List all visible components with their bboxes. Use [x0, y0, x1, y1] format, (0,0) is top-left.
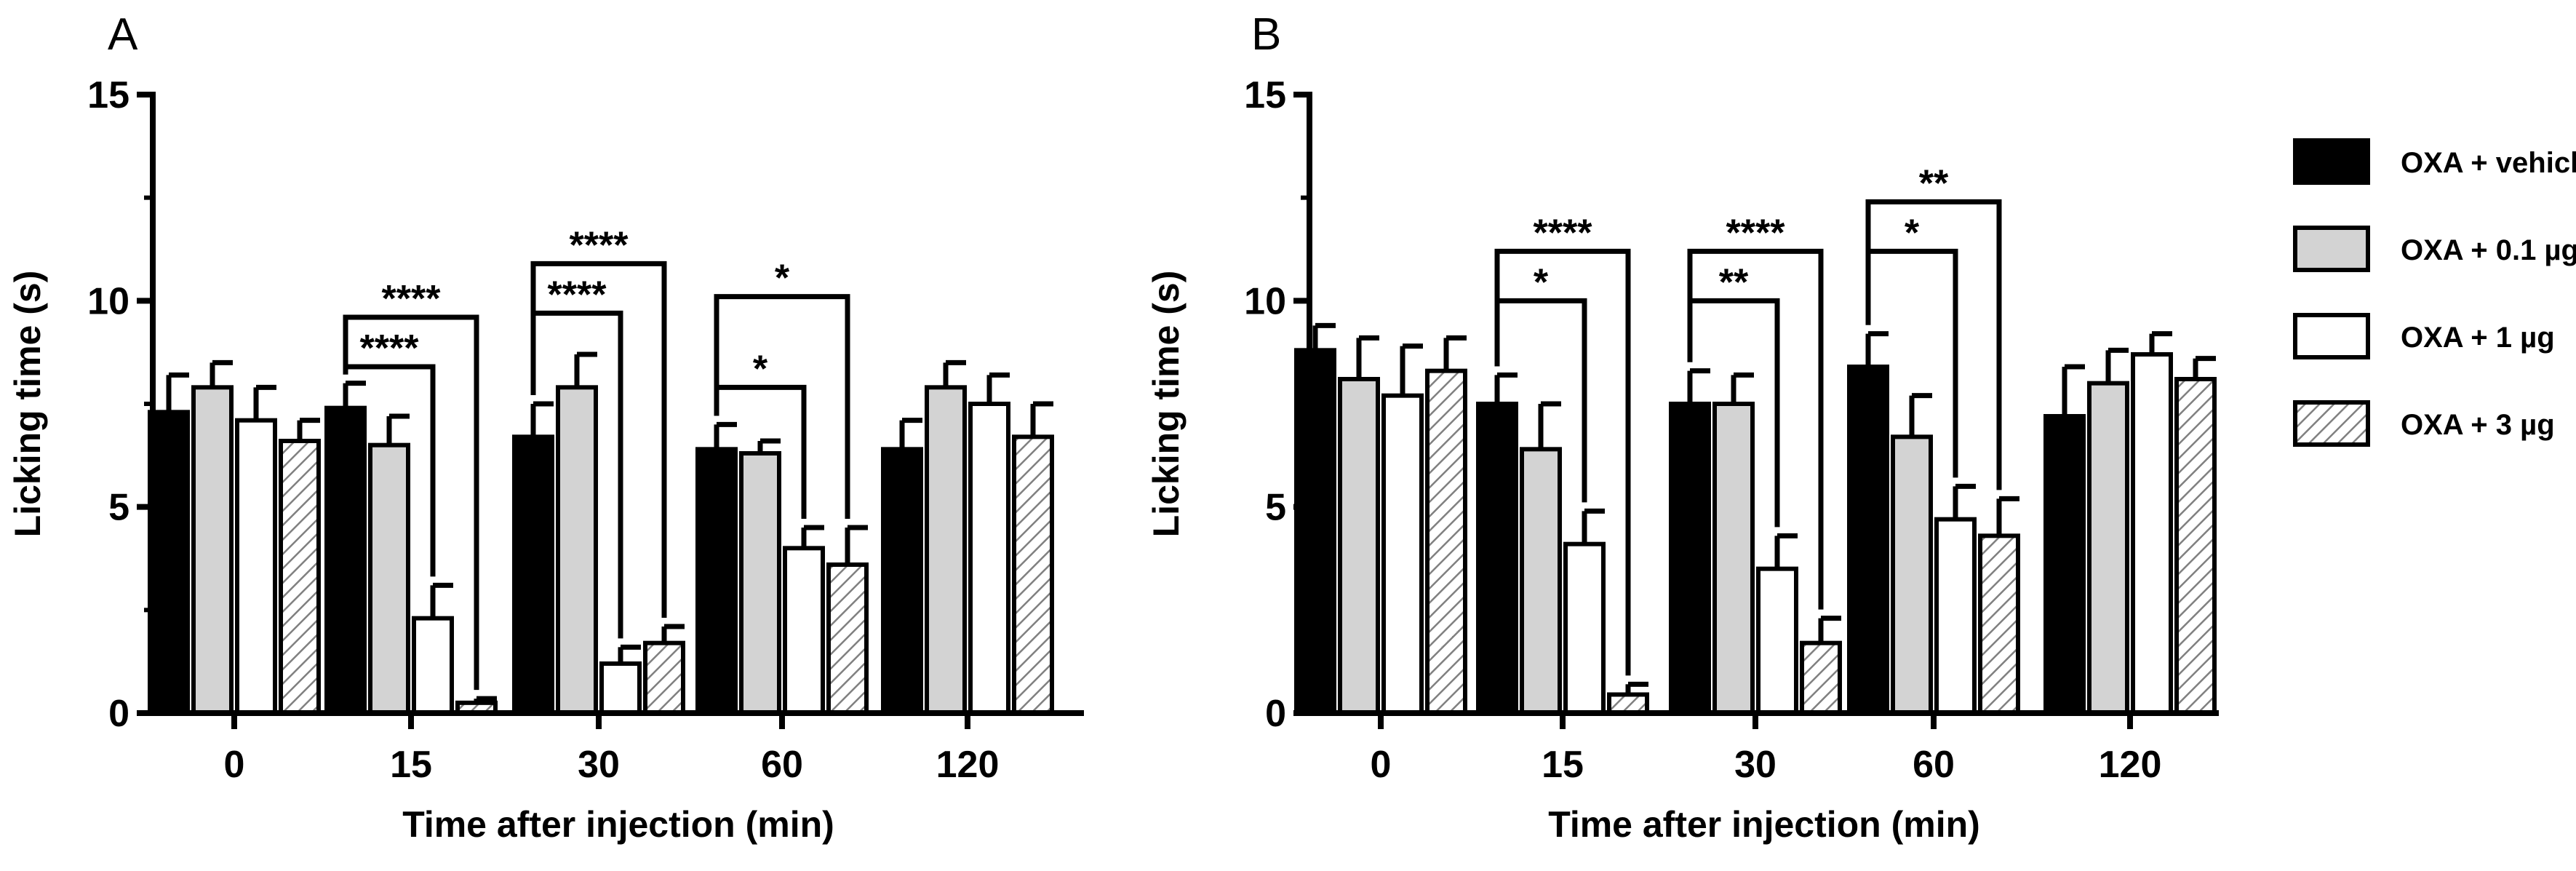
significance-bracket — [1494, 248, 1631, 676]
bar — [695, 447, 738, 715]
bar — [512, 434, 554, 715]
significance-label: **** — [1534, 212, 1593, 254]
significance-label: ** — [1919, 162, 1949, 204]
significance-label: ** — [1719, 261, 1749, 303]
significance-bracket — [530, 260, 667, 618]
bar — [1425, 368, 1467, 715]
x-axis-title: Time after injection (min) — [402, 804, 834, 845]
significance-label: **** — [570, 224, 629, 266]
y-tick-label: 5 — [108, 487, 129, 529]
legend-label: OXA + 1 µg — [2401, 322, 2555, 354]
bar — [235, 418, 277, 716]
x-tick-label: 15 — [390, 744, 432, 786]
y-tick-label: 5 — [1265, 487, 1286, 529]
legend-swatch — [2293, 400, 2370, 447]
bar — [1012, 434, 1054, 715]
legend-label: OXA + 0.1 µg — [2401, 234, 2576, 266]
bar — [739, 451, 781, 715]
bar — [783, 546, 825, 715]
significance-label: * — [775, 258, 790, 300]
bar — [826, 562, 869, 715]
significance-label: **** — [1726, 212, 1786, 254]
bar — [1847, 365, 1889, 715]
bar — [881, 447, 923, 715]
bar — [2174, 377, 2217, 715]
panel-label-a: A — [108, 9, 138, 60]
bar — [2131, 352, 2173, 715]
legend-swatch — [2293, 313, 2370, 359]
y-axis-title: Licking time (s) — [7, 271, 48, 538]
x-tick-label: 120 — [2099, 744, 2162, 786]
y-tick-label: 10 — [1244, 280, 1286, 322]
y-tick-label: 15 — [87, 74, 129, 116]
bar — [1381, 393, 1424, 716]
legend-label: OXA + 3 µg — [2401, 409, 2555, 441]
bar — [412, 616, 454, 716]
bar — [324, 405, 367, 716]
bar — [556, 385, 598, 715]
bar — [1294, 348, 1336, 715]
bar — [279, 439, 321, 715]
bar — [1607, 692, 1649, 715]
legend: OXA + vehicle OXA + 0.1 µg OXA + 1 µg OXA +… — [2293, 138, 2576, 447]
bar — [191, 385, 234, 715]
legend-swatch — [2293, 226, 2370, 272]
significance-label: **** — [548, 274, 607, 316]
y-tick-label: 15 — [1244, 74, 1286, 116]
bar — [1563, 541, 1606, 716]
bar — [1934, 517, 1977, 716]
panel-label-b: B — [1251, 9, 1281, 60]
significance-label: **** — [382, 278, 442, 320]
x-tick-label: 60 — [1913, 744, 1955, 786]
significance-label: **** — [360, 327, 420, 370]
bar — [1712, 402, 1755, 715]
significance-bracket — [343, 314, 479, 691]
bar — [1520, 447, 1562, 715]
significance-label: * — [753, 348, 768, 390]
bar — [1669, 402, 1711, 715]
bar — [1978, 533, 2020, 715]
y-axis-title: Licking time (s) — [1146, 271, 1187, 538]
bar — [599, 661, 642, 715]
significance-label: * — [1534, 261, 1549, 303]
legend-label: OXA + vehicle — [2401, 147, 2576, 179]
x-tick-label: 15 — [1542, 744, 1584, 786]
significance-bracket — [714, 294, 850, 519]
legend-swatch — [2293, 138, 2370, 185]
y-tick-label: 0 — [108, 693, 129, 735]
bar — [368, 442, 410, 716]
x-tick-label: 30 — [578, 744, 620, 786]
bar — [2087, 381, 2129, 716]
bar — [968, 402, 1010, 715]
bar — [1756, 566, 1798, 716]
bar — [1800, 640, 1842, 716]
bar — [643, 640, 685, 716]
significance-label: * — [1905, 212, 1920, 254]
bar — [1338, 377, 1380, 715]
x-tick-label: 60 — [761, 744, 803, 786]
bar — [2043, 414, 2086, 715]
significance-bracket — [1865, 199, 2002, 490]
y-tick-label: 0 — [1265, 693, 1286, 735]
y-tick-label: 10 — [87, 280, 129, 322]
significance-bracket — [1687, 248, 1824, 610]
x-tick-label: 120 — [936, 744, 1000, 786]
bar — [925, 385, 967, 715]
x-axis-title: Time after injection (min) — [1548, 804, 1980, 845]
x-tick-label: 0 — [224, 744, 245, 786]
x-tick-label: 0 — [1371, 744, 1392, 786]
bar — [1891, 434, 1933, 715]
bar — [1476, 402, 1518, 715]
x-tick-label: 30 — [1734, 744, 1777, 786]
